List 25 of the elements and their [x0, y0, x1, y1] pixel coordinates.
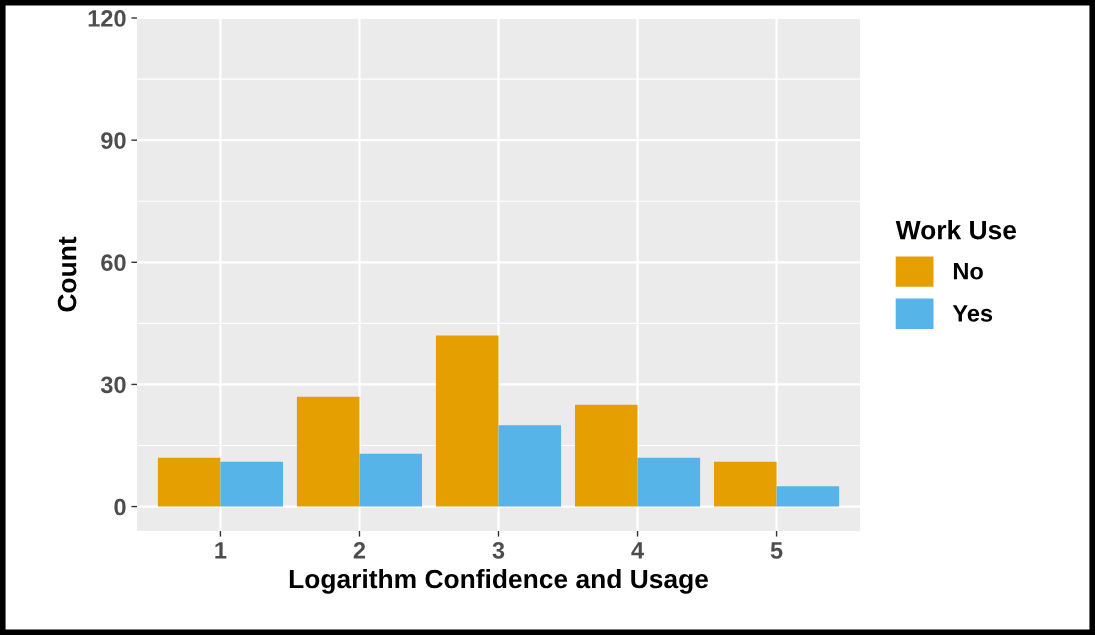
- bar: [498, 425, 562, 507]
- y-tick-label: 60: [101, 254, 126, 272]
- bar: [296, 396, 360, 507]
- legend-label: No: [953, 263, 983, 280]
- x-tick-label: 5: [770, 542, 783, 559]
- x-tick-label: 4: [631, 542, 644, 559]
- x-axis-title: Logarithm Confidence and Usage: [289, 568, 709, 594]
- bar: [574, 404, 638, 507]
- x-tick-label: 1: [215, 542, 227, 559]
- x-tick-label: 3: [492, 542, 505, 559]
- y-tick-label: 30: [100, 376, 126, 394]
- y-tick-label: 120: [88, 10, 126, 27]
- bar: [776, 486, 840, 507]
- legend-label: Yes: [952, 305, 993, 322]
- y-axis-title: Count: [57, 236, 77, 312]
- bar: [157, 457, 221, 507]
- y-tick-label: 0: [114, 498, 126, 516]
- y-tick-label: 90: [101, 132, 126, 149]
- bar: [220, 461, 283, 507]
- bar: [359, 453, 423, 507]
- bar: [435, 335, 499, 507]
- legend-title: Work Use: [895, 220, 1017, 240]
- bar: [714, 461, 777, 507]
- bar: [637, 457, 701, 507]
- x-tick-label: 2: [353, 542, 366, 559]
